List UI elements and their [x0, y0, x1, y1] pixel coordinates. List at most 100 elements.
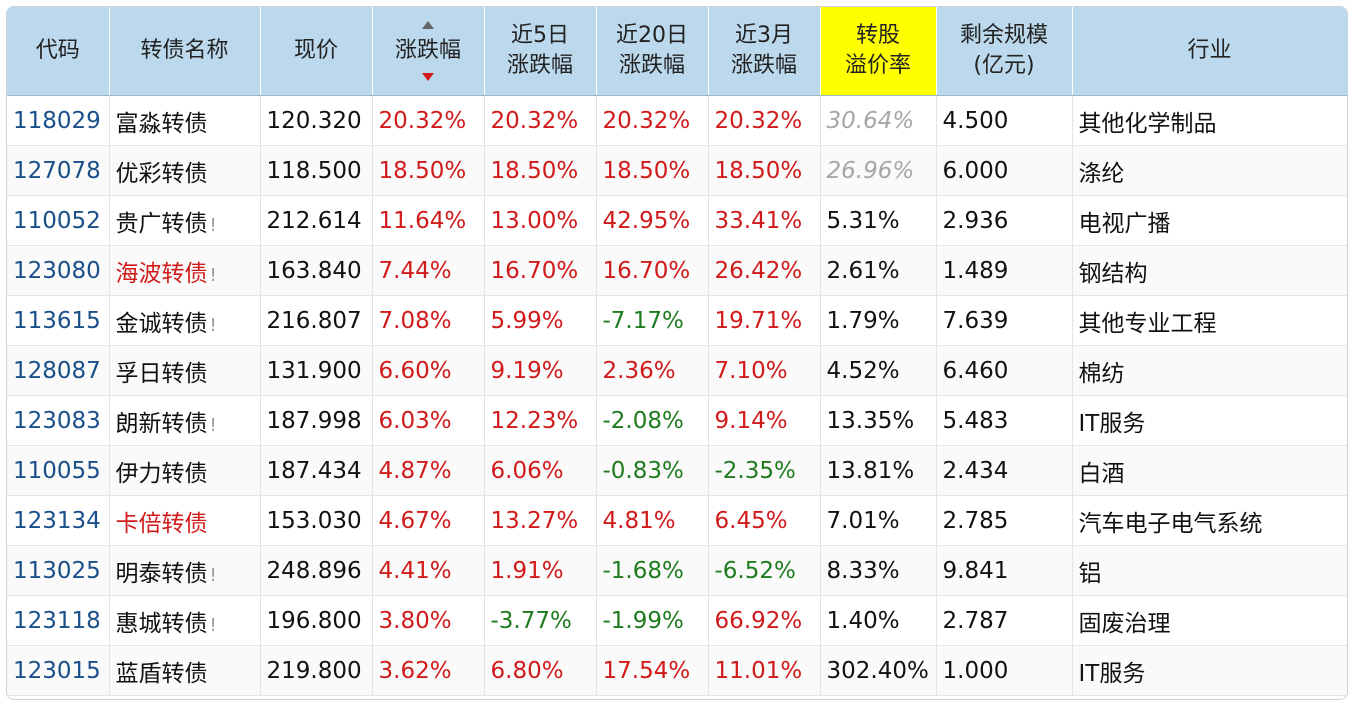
- cell-name[interactable]: 孚日转债: [109, 345, 261, 396]
- cell-chg5-text: 6.06%: [490, 457, 564, 484]
- cell-code-text[interactable]: 123015: [13, 657, 101, 684]
- sort-up-icon[interactable]: [422, 21, 434, 29]
- cell-name-text[interactable]: 优彩转债: [115, 160, 208, 187]
- cell-name-text[interactable]: 朗新转债: [115, 410, 208, 437]
- table-row[interactable]: 118029 富淼转债 120.320 20.32% 20.32% 20.32% 20.32…: [7, 95, 1347, 146]
- cell-premium-text: 302.40%: [826, 657, 929, 684]
- header-chg3m[interactable]: 近3月 涨跌幅: [708, 7, 821, 96]
- table-row[interactable]: 123080 海波转债! 163.840 7.44% 16.70% 16.70% 26.42…: [7, 245, 1347, 296]
- header-change[interactable]: 涨跌幅: [372, 7, 485, 96]
- cell-price-text: 196.800: [266, 607, 362, 634]
- cell-code-text[interactable]: 113025: [13, 557, 101, 584]
- cell-name-text[interactable]: 惠城转债: [115, 610, 208, 637]
- cell-name[interactable]: 金诚转债!: [109, 295, 261, 346]
- cell-code-text[interactable]: 127078: [13, 157, 101, 184]
- cell-name-text[interactable]: 贵广转债: [115, 210, 208, 237]
- table-row[interactable]: 110052 贵广转债! 212.614 11.64% 13.00% 42.95% 33.4…: [7, 195, 1347, 246]
- cell-code[interactable]: 110052: [7, 195, 110, 246]
- cell-name[interactable]: 明泰转债!: [109, 545, 261, 596]
- header-industry[interactable]: 行业: [1072, 7, 1347, 96]
- cell-name-text[interactable]: 孚日转债: [115, 360, 208, 387]
- cell-name-text[interactable]: 蓝盾转债: [115, 660, 208, 687]
- table-row[interactable]: 123083 朗新转债! 187.998 6.03% 12.23% -2.08% 9.14%…: [7, 395, 1347, 446]
- cell-name-text[interactable]: 海波转债: [115, 260, 208, 287]
- table-row[interactable]: 123118 惠城转债! 196.800 3.80% -3.77% -1.99% 66.92…: [7, 595, 1347, 646]
- cell-change-text: 4.41%: [378, 557, 452, 584]
- header-premium[interactable]: 转股 溢价率: [820, 7, 937, 96]
- header-price[interactable]: 现价: [260, 7, 373, 96]
- cell-code[interactable]: 118029: [7, 95, 110, 146]
- cell-price: 163.840: [260, 245, 373, 296]
- cell-scale: 6.000: [936, 145, 1073, 196]
- cell-name[interactable]: 惠城转债!: [109, 595, 261, 646]
- cell-name-text[interactable]: 金诚转债: [115, 310, 208, 337]
- table-row[interactable]: 128087 孚日转债 131.900 6.60% 9.19% 2.36% 7.10% 4.5…: [7, 345, 1347, 396]
- cell-premium-text: 30.64%: [826, 107, 915, 134]
- cell-scale-text: 4.500: [942, 107, 1009, 134]
- cell-code-text[interactable]: 123118: [13, 607, 101, 634]
- cell-code-text[interactable]: 123083: [13, 407, 101, 434]
- cell-code[interactable]: 113615: [7, 295, 110, 346]
- cell-chg5: 9.19%: [484, 345, 597, 396]
- cell-code[interactable]: 123080: [7, 245, 110, 296]
- table-row[interactable]: 110055 伊力转债 187.434 4.87% 6.06% -0.83% -2.35% 1…: [7, 445, 1347, 496]
- header-name[interactable]: 转债名称: [109, 7, 261, 96]
- header-scale[interactable]: 剩余规模 (亿元): [936, 7, 1073, 96]
- cell-change: 4.67%: [372, 495, 485, 546]
- cell-code-text[interactable]: 118029: [13, 107, 101, 134]
- cell-industry-text: 钢结构: [1078, 260, 1148, 287]
- cell-change-text: 4.67%: [378, 507, 452, 534]
- cell-name[interactable]: 贵广转债!: [109, 195, 261, 246]
- cell-name[interactable]: 海波转债!: [109, 245, 261, 296]
- cell-premium-text: 13.81%: [826, 457, 915, 484]
- cell-code-text[interactable]: 110055: [13, 457, 101, 484]
- cell-name-text[interactable]: 卡倍转债: [115, 510, 208, 537]
- cell-chg3m: 20.32%: [708, 95, 821, 146]
- cell-name[interactable]: 伊力转债: [109, 445, 261, 496]
- cell-name-text[interactable]: 伊力转债: [115, 460, 208, 487]
- cell-name[interactable]: 朗新转债!: [109, 395, 261, 446]
- cell-code[interactable]: 123015: [7, 645, 110, 696]
- cell-premium: 5.31%: [820, 195, 937, 246]
- cell-code[interactable]: 113025: [7, 545, 110, 596]
- cell-scale-text: 5.483: [942, 407, 1009, 434]
- cell-industry: 汽车电子电气系统: [1072, 495, 1347, 546]
- cell-name-text[interactable]: 富淼转债: [115, 110, 208, 137]
- header-code[interactable]: 代码: [7, 7, 110, 96]
- cell-name[interactable]: 蓝盾转债: [109, 645, 261, 696]
- table-row[interactable]: 113025 明泰转债! 248.896 4.41% 1.91% -1.68% -6.52%…: [7, 545, 1347, 596]
- cell-code-text[interactable]: 123080: [13, 257, 101, 284]
- cell-code[interactable]: 123118: [7, 595, 110, 646]
- table-row[interactable]: 123015 蓝盾转债 219.800 3.62% 6.80% 17.54% 11.01% 3…: [7, 645, 1347, 696]
- cell-code[interactable]: 123134: [7, 495, 110, 546]
- cell-name[interactable]: 富淼转债: [109, 95, 261, 146]
- cell-premium-text: 5.31%: [826, 207, 900, 234]
- cell-code[interactable]: 127078: [7, 145, 110, 196]
- cell-name[interactable]: 优彩转债: [109, 145, 261, 196]
- cell-scale-text: 2.434: [942, 457, 1009, 484]
- cell-code[interactable]: 110055: [7, 445, 110, 496]
- table-row[interactable]: 123134 卡倍转债 153.030 4.67% 13.27% 4.81% 6.45% 7.…: [7, 495, 1347, 546]
- cell-code[interactable]: 123083: [7, 395, 110, 446]
- cell-code[interactable]: 128087: [7, 345, 110, 396]
- cell-chg20: -2.08%: [596, 395, 709, 446]
- header-chg5[interactable]: 近5日 涨跌幅: [484, 7, 597, 96]
- cell-code-text[interactable]: 113615: [13, 307, 101, 334]
- cell-chg20-text: -2.08%: [602, 407, 684, 434]
- warning-icon: !: [209, 214, 217, 236]
- cell-chg20-text: 18.50%: [602, 157, 691, 184]
- table-row[interactable]: 127078 优彩转债 118.500 18.50% 18.50% 18.50% 18.50…: [7, 145, 1347, 196]
- sort-down-icon[interactable]: [422, 73, 434, 81]
- cell-chg3m: 6.45%: [708, 495, 821, 546]
- cell-code-text[interactable]: 123134: [13, 507, 101, 534]
- cell-change-text: 3.62%: [378, 657, 452, 684]
- header-chg20[interactable]: 近20日 涨跌幅: [596, 7, 709, 96]
- cell-name[interactable]: 卡倍转债: [109, 495, 261, 546]
- table-row[interactable]: 113615 金诚转债! 216.807 7.08% 5.99% -7.17% 19.71%…: [7, 295, 1347, 346]
- cell-scale: 7.639: [936, 295, 1073, 346]
- cell-chg20: 17.54%: [596, 645, 709, 696]
- cell-change: 4.87%: [372, 445, 485, 496]
- cell-code-text[interactable]: 110052: [13, 207, 101, 234]
- cell-code-text[interactable]: 128087: [13, 357, 101, 384]
- cell-name-text[interactable]: 明泰转债: [115, 560, 208, 587]
